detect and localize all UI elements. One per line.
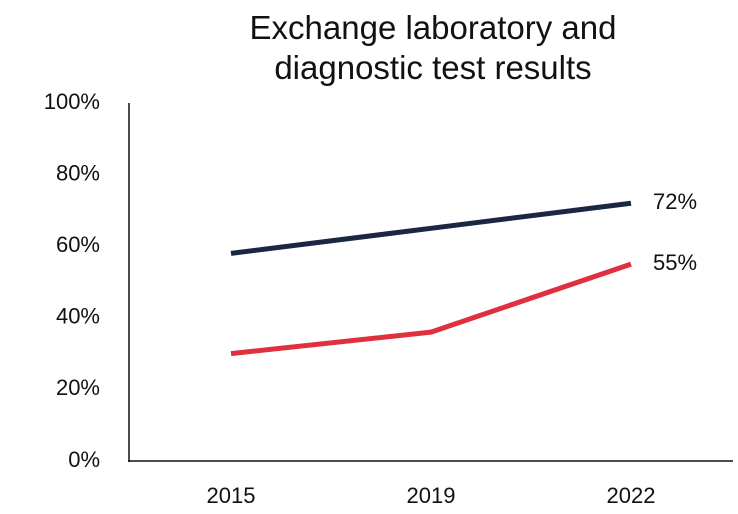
data-label: 55% [653, 250, 697, 275]
y-tick-label: 60% [56, 232, 100, 257]
x-tick-label: 2022 [607, 483, 656, 508]
x-tick-label: 2019 [407, 483, 456, 508]
y-tick-label: 20% [56, 375, 100, 400]
series-line [230, 200, 632, 256]
y-tick-label: 40% [56, 304, 100, 329]
x-tick-label: 2015 [207, 483, 256, 508]
y-tick-label: 80% [56, 160, 100, 185]
y-tick-label: 100% [44, 89, 100, 114]
chart-title: Exchange laboratory and diagnostic test … [249, 9, 617, 86]
data-label: 72% [653, 189, 697, 214]
y-tick-label: 0% [68, 447, 100, 472]
series-line [230, 261, 632, 357]
